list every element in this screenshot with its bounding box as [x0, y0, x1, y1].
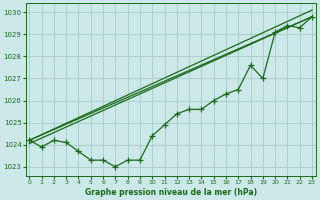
X-axis label: Graphe pression niveau de la mer (hPa): Graphe pression niveau de la mer (hPa)	[84, 188, 257, 197]
